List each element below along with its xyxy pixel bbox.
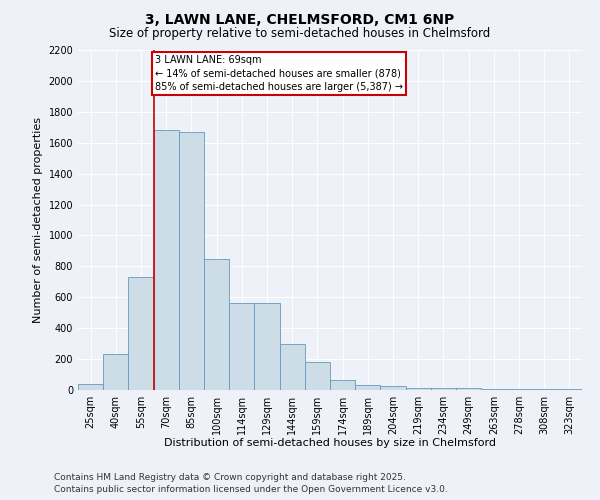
Text: 3, LAWN LANE, CHELMSFORD, CM1 6NP: 3, LAWN LANE, CHELMSFORD, CM1 6NP — [145, 12, 455, 26]
Text: Contains HM Land Registry data © Crown copyright and database right 2025.
Contai: Contains HM Land Registry data © Crown c… — [54, 472, 448, 494]
Bar — [78, 384, 103, 390]
Bar — [431, 388, 456, 390]
Bar — [305, 362, 330, 390]
Bar — [128, 277, 154, 390]
Bar — [355, 384, 380, 390]
Bar — [506, 389, 532, 390]
Bar — [380, 386, 406, 390]
Bar — [204, 258, 229, 390]
Bar — [456, 388, 481, 390]
Bar — [154, 130, 179, 390]
X-axis label: Distribution of semi-detached houses by size in Chelmsford: Distribution of semi-detached houses by … — [164, 438, 496, 448]
Bar — [406, 388, 431, 390]
Bar — [179, 132, 204, 390]
Bar — [532, 389, 557, 390]
Bar — [481, 389, 506, 390]
Text: Size of property relative to semi-detached houses in Chelmsford: Size of property relative to semi-detach… — [109, 28, 491, 40]
Bar — [330, 380, 355, 390]
Bar — [254, 304, 280, 390]
Text: 3 LAWN LANE: 69sqm
← 14% of semi-detached houses are smaller (878)
85% of semi-d: 3 LAWN LANE: 69sqm ← 14% of semi-detache… — [155, 56, 403, 92]
Bar — [229, 304, 254, 390]
Bar — [103, 354, 128, 390]
Bar — [280, 344, 305, 390]
Bar — [557, 389, 582, 390]
Y-axis label: Number of semi-detached properties: Number of semi-detached properties — [33, 117, 43, 323]
